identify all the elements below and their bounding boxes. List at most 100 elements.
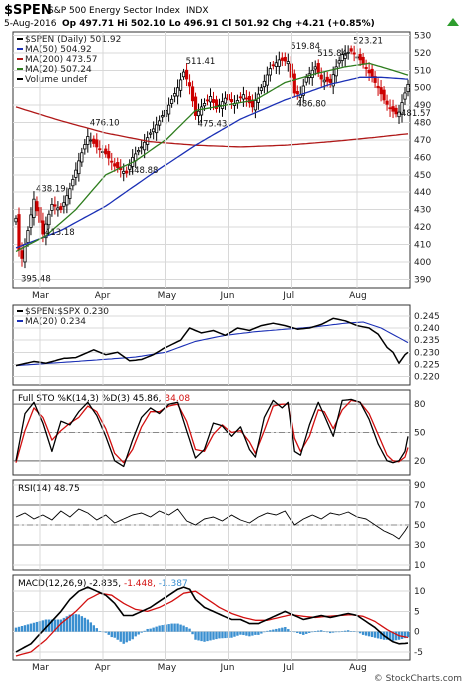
macd-histogram-bar <box>248 631 251 637</box>
macd-histogram-bar <box>242 631 245 636</box>
month-label: Jul <box>282 291 294 301</box>
price-candle <box>367 69 371 74</box>
macd-histogram-bar <box>367 631 371 637</box>
sto-d-line <box>15 399 409 464</box>
macd-histogram-bar <box>379 631 383 640</box>
macd-histogram-bar <box>35 621 39 632</box>
price-candle <box>158 120 162 126</box>
price-tick-label: 390 <box>414 275 431 285</box>
macd-histogram-bar <box>47 619 51 632</box>
month-label: Mar <box>32 663 49 673</box>
macd-histogram-bar <box>137 631 140 635</box>
price-candle <box>14 217 18 223</box>
macd-histogram-bar <box>26 624 30 632</box>
ma50-line <box>15 76 409 249</box>
macd-histogram-bar <box>134 631 137 637</box>
price-candle <box>65 195 69 206</box>
price-candle <box>184 69 189 80</box>
macd-histogram-bar <box>161 625 164 632</box>
price-annotation: 475.43 <box>198 120 228 130</box>
macd-histogram-bar <box>185 627 188 632</box>
price-candle <box>32 198 36 218</box>
macd-histogram-bar <box>343 630 347 632</box>
macd-histogram-bar <box>364 631 368 636</box>
macd-histogram-bar <box>233 631 236 637</box>
macd-histogram-bar <box>296 631 299 634</box>
month-label: Jul <box>282 663 294 673</box>
macd-histogram-bar <box>221 631 224 639</box>
macd-histogram-bar <box>53 619 57 632</box>
macd-histogram-bar <box>251 631 254 636</box>
macd-histogram-bar <box>370 631 374 638</box>
price-tick-label: 500 <box>414 84 431 94</box>
price-candle <box>316 63 320 74</box>
price-candle <box>190 86 195 102</box>
watermark: © StockCharts.com <box>374 674 462 684</box>
price-candle <box>283 56 287 62</box>
price-candle <box>128 164 132 170</box>
month-label: Apr <box>95 663 111 673</box>
macd-histogram-bar <box>119 631 122 642</box>
macd-histogram-bar <box>352 631 356 632</box>
price-tick-label: 440 <box>414 188 431 198</box>
price-candle <box>304 76 308 83</box>
macd-histogram-bar <box>406 631 410 638</box>
price-tick-label: 420 <box>414 223 431 233</box>
rsi-legend-entry: RSI(14) 48.75 <box>18 484 80 494</box>
ratio-tick-label: 0.245 <box>414 312 440 322</box>
macd-histogram-bar <box>59 619 63 632</box>
macd-histogram-bar <box>152 627 155 632</box>
price-candle <box>400 102 404 115</box>
macd-histogram-bar <box>146 628 149 632</box>
price-candle <box>116 162 120 169</box>
price-candle <box>41 220 45 235</box>
ma200-line <box>15 106 409 148</box>
price-candle <box>325 76 329 82</box>
ratio-tick-label: 0.240 <box>414 324 440 334</box>
macd-histogram-bar <box>212 631 215 640</box>
macd-histogram-bar <box>128 631 131 641</box>
price-candle <box>253 100 257 111</box>
macd-histogram-bar <box>113 631 116 638</box>
macd-plot: -5 0 5 10 MACD(12,26,9) -2.835, -1.448, -1.3… <box>13 579 426 658</box>
price-annotation: 519.84 <box>290 42 320 52</box>
price-candle <box>152 128 156 133</box>
ratio-tick-label: 0.225 <box>414 360 440 370</box>
ratio-tick-label: 0.235 <box>414 336 440 346</box>
macd-tick-label: 0 <box>414 628 420 638</box>
macd-histogram-bar <box>65 616 69 632</box>
price-candle <box>155 124 159 134</box>
month-label: Mar <box>32 291 49 301</box>
price-candle <box>397 111 401 118</box>
price-tick-label: 430 <box>414 206 431 216</box>
macd-histogram-bar <box>50 619 54 632</box>
sto-tick-label: 20 <box>414 457 426 467</box>
price-tick-label: 410 <box>414 240 431 250</box>
price-candle <box>280 57 284 61</box>
macd-histogram-bar <box>158 625 161 632</box>
macd-histogram-bar <box>173 623 176 632</box>
rsi-tick-label: 90 <box>414 481 426 491</box>
price-candle <box>223 97 228 104</box>
sto-tick-label: 50 <box>414 429 426 439</box>
macd-histogram-bar <box>394 631 398 641</box>
price-candle <box>122 170 126 174</box>
price-candle <box>319 74 323 80</box>
price-legend-entry: Volume undef <box>25 75 88 85</box>
price-candle <box>140 146 144 149</box>
price-candle <box>370 68 374 78</box>
ratio-ma-line <box>15 321 409 367</box>
macd-histogram-bar <box>29 623 33 632</box>
price-annotation: 448.88 <box>129 166 159 176</box>
macd-histogram-bar <box>400 631 404 639</box>
rsi-line <box>15 508 409 540</box>
macd-histogram-bar <box>391 631 395 641</box>
exchange-label: INDX <box>186 6 208 16</box>
price-candle <box>44 223 48 239</box>
macd-histogram-bar <box>170 623 173 632</box>
macd-histogram-bar <box>41 620 45 632</box>
price-candle <box>89 139 93 142</box>
price-candle <box>143 141 147 151</box>
